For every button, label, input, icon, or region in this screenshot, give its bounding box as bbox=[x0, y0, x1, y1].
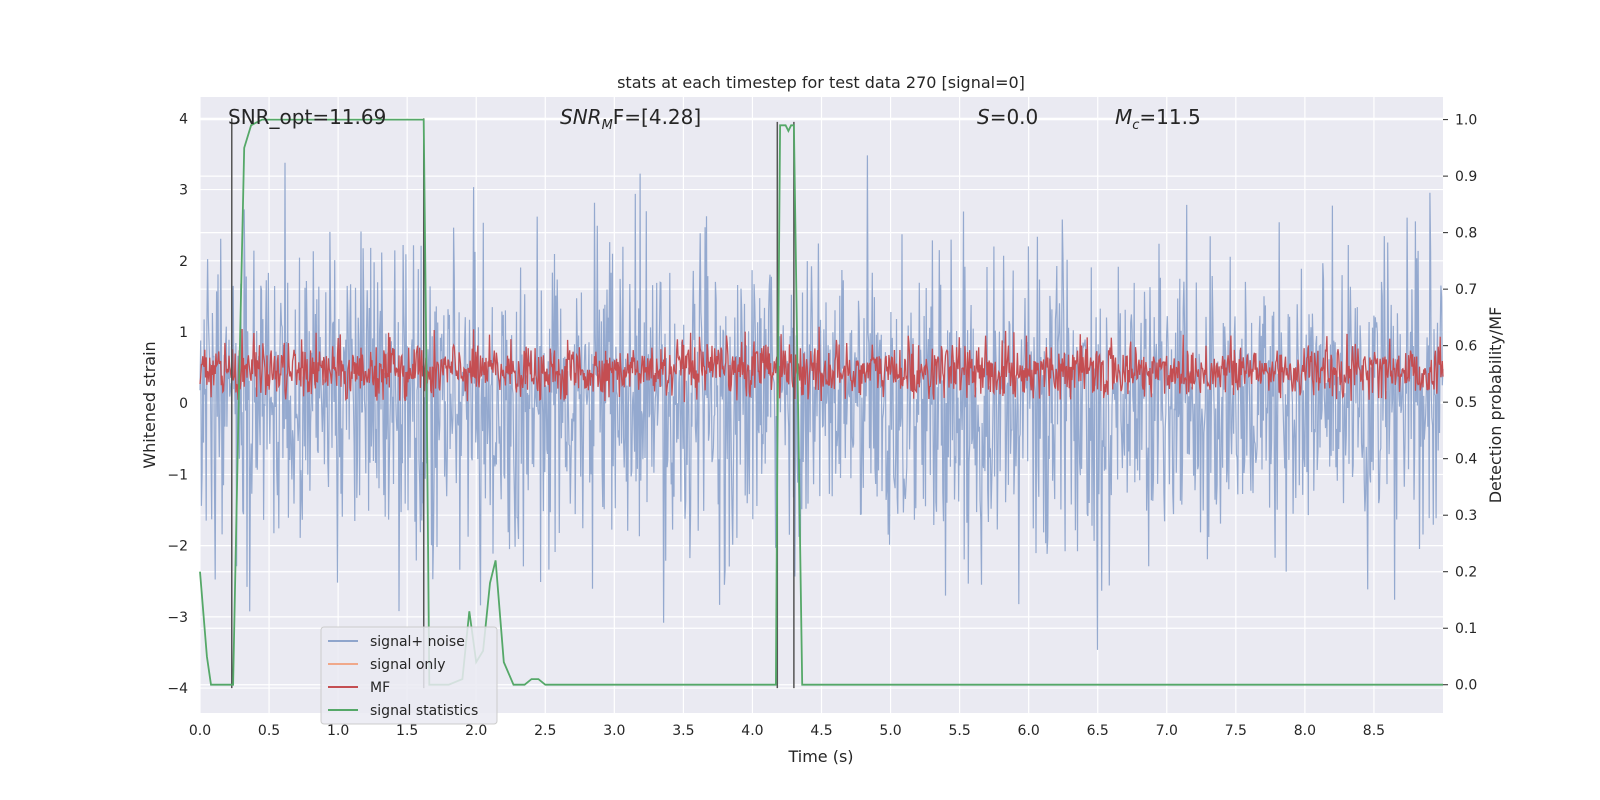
x-tick-label: 8.0 bbox=[1294, 723, 1316, 739]
annotation-s: S=0.0 bbox=[977, 105, 1038, 129]
x-tick-label: 5.5 bbox=[948, 723, 970, 739]
annotation-snr-mf-sub: M bbox=[602, 118, 613, 133]
x-tick-label: 8.5 bbox=[1363, 723, 1385, 739]
x-tick-label: 1.5 bbox=[396, 723, 418, 739]
y-axis-left: −4 −3 −2 −1 0 1 2 3 4 bbox=[167, 111, 188, 697]
y-right-tick-label: 0.1 bbox=[1455, 621, 1477, 637]
x-tick-label: 6.0 bbox=[1018, 723, 1040, 739]
annotation-s-symbol: S bbox=[977, 105, 990, 129]
chart-title: stats at each timestep for test data 270… bbox=[617, 73, 1025, 92]
annotation-mc-sub: c bbox=[1132, 118, 1139, 133]
x-tick-label: 3.0 bbox=[603, 723, 625, 739]
x-tick-label: 1.0 bbox=[327, 723, 349, 739]
y-right-tick-label: 0.5 bbox=[1455, 395, 1477, 411]
annotation-snr-mf-base: SNR bbox=[560, 105, 602, 129]
x-tick-label: 2.0 bbox=[465, 723, 487, 739]
series-mf bbox=[199, 326, 1444, 403]
legend: signal+ noise signal only MF signal stat… bbox=[320, 626, 498, 725]
annotation-mc-rest: =11.5 bbox=[1139, 105, 1200, 129]
x-tick-label: 7.5 bbox=[1225, 723, 1247, 739]
x-tick-label: 0.0 bbox=[189, 723, 211, 739]
y-left-tick-label: −1 bbox=[167, 467, 188, 483]
y-left-tick-label: 1 bbox=[179, 325, 188, 341]
y-right-tick-label: 1.0 bbox=[1455, 113, 1477, 129]
annotation-mc: Mc=11.5 bbox=[1115, 105, 1201, 133]
legend-label-signal-noise: signal+ noise bbox=[370, 634, 465, 650]
annotation-s-rest: =0.0 bbox=[990, 105, 1039, 129]
annotation-snr-mf-rest: F=[4.28] bbox=[613, 105, 701, 129]
x-tick-label: 2.5 bbox=[534, 723, 556, 739]
series-layer bbox=[199, 118, 1444, 689]
x-tick-label: 7.0 bbox=[1156, 723, 1178, 739]
y-right-tick-label: 0.7 bbox=[1455, 282, 1477, 298]
x-tick-label: 5.0 bbox=[879, 723, 901, 739]
y-left-tick-label: 2 bbox=[179, 254, 188, 270]
annotation-snr-opt: SNR_opt=11.69 bbox=[228, 105, 386, 129]
x-tick-label: 4.0 bbox=[741, 723, 763, 739]
y-left-tick-label: 4 bbox=[179, 111, 188, 127]
y-axis-right: 0.0 0.1 0.2 0.3 0.4 0.5 0.6 0.7 0.8 0.9 1.0 bbox=[1443, 113, 1477, 694]
annotation-snr-mf: SNRMF=[4.28] bbox=[560, 105, 701, 133]
legend-label-mf: MF bbox=[370, 680, 390, 696]
x-tick-label: 3.5 bbox=[672, 723, 694, 739]
y-left-tick-label: −4 bbox=[167, 681, 188, 697]
y-left-tick-label: 3 bbox=[179, 183, 188, 199]
legend-box bbox=[320, 626, 498, 725]
y-right-tick-label: 0.8 bbox=[1455, 226, 1477, 242]
y-right-tick-label: 0.0 bbox=[1455, 678, 1477, 694]
y-right-tick-label: 0.9 bbox=[1455, 169, 1477, 185]
y-axis-left-label: Whitened strain bbox=[140, 341, 159, 468]
x-axis-label: Time (s) bbox=[787, 747, 853, 766]
y-right-tick-label: 0.3 bbox=[1455, 508, 1477, 524]
y-left-tick-label: −2 bbox=[167, 539, 188, 555]
x-tick-label: 4.5 bbox=[810, 723, 832, 739]
x-tick-label: 6.5 bbox=[1087, 723, 1109, 739]
y-right-tick-label: 0.4 bbox=[1455, 452, 1477, 468]
annotation-mc-symbol: M bbox=[1115, 105, 1132, 129]
legend-label-signal-statistics: signal statistics bbox=[370, 703, 478, 719]
series-signal-statistics bbox=[199, 118, 1443, 686]
legend-label-signal-only: signal only bbox=[370, 657, 445, 673]
x-tick-label: 0.5 bbox=[258, 723, 280, 739]
y-right-tick-label: 0.6 bbox=[1455, 339, 1477, 355]
y-axis-right-label: Detection probability/MF bbox=[1486, 307, 1505, 504]
y-left-tick-label: 0 bbox=[179, 396, 188, 412]
y-left-tick-label: −3 bbox=[167, 610, 188, 626]
y-right-tick-label: 0.2 bbox=[1455, 565, 1477, 581]
x-axis: 0.0 0.5 1.0 1.5 2.0 2.5 3.0 3.5 4.0 4.5 5.0 5.5 6.0 6… bbox=[189, 723, 1385, 739]
